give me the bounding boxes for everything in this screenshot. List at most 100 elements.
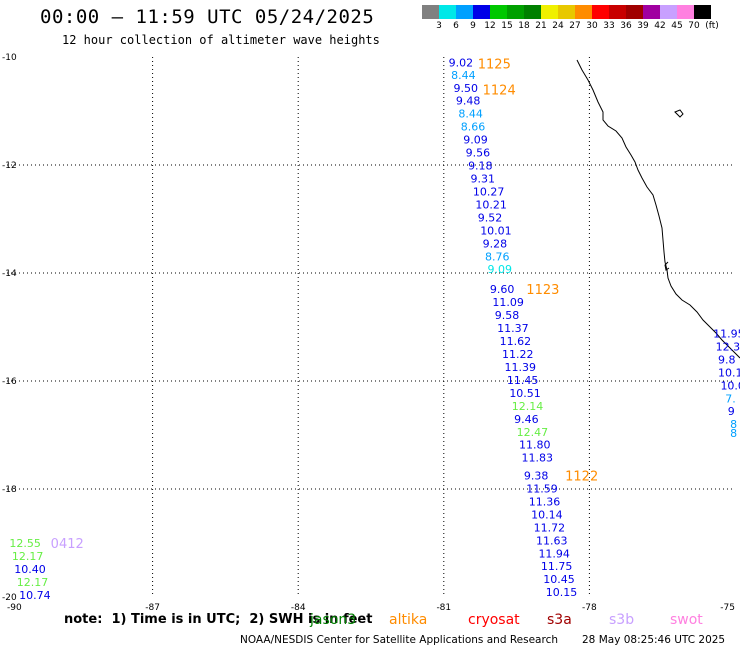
colorbar-swatch [456,5,473,19]
colorbar-label: 42 [654,21,666,31]
colorbar-label: 3 [436,21,442,31]
latitude-tick-label: -16 [2,377,17,387]
colorbar-swatch [575,5,592,19]
wave-height-value: 12.35 [716,340,740,353]
wave-height-value: 11.63 [536,534,568,547]
wave-height-value: 11.09 [492,296,524,309]
wave-height-value: 9.50 [454,82,479,95]
lobos-island [674,109,684,118]
colorbar-label: 30 [586,21,598,31]
wave-height-value: 11.80 [519,439,551,452]
latitude-tick-label: -12 [2,161,17,171]
wave-height-value: 8.76 [485,250,510,263]
satellite-legend-s3b: s3b [609,612,635,628]
wave-height-value: 10.1 [718,366,740,379]
south-america-coastline [576,59,740,359]
pass-id-label: 1124 [483,83,516,98]
map-note: note: 1) Time is in UTC; 2) SWH is in fe… [64,612,373,627]
wave-height-value: 12.14 [512,400,544,413]
wave-height-value: 11.59 [526,482,558,495]
colorbar-label: (ft) [705,21,719,31]
longitude-tick-label: -87 [145,603,160,613]
footer-credit: NOAA/NESDIS Center for Satellite Applica… [240,634,558,646]
longitude-tick-label: -78 [582,603,597,613]
wave-height-value: 11.83 [521,452,553,465]
satellite-legend-swot: swot [670,612,703,628]
wave-height-observations: 9.028.449.509.488.448.669.099.569.189.31… [9,56,740,601]
colorbar-swatch [422,5,439,19]
colorbar-label: 45 [671,21,683,31]
wave-height-value: 11.72 [534,521,566,534]
wave-height-value: 11.39 [504,361,536,374]
wave-height-value: 9.8 [718,353,736,366]
wave-height-value: 11.95 [713,327,740,340]
wave-height-value: 8.44 [451,69,476,82]
wave-height-value: 12.55 [9,537,41,550]
longitude-tick-label: -84 [291,603,306,613]
paracas-peninsula [664,261,670,271]
wave-height-value: 9.58 [495,309,520,322]
latitude-tick-label: -10 [2,53,17,63]
wave-height-value: 8 [730,427,737,440]
colorbar-label: 15 [501,21,513,31]
longitude-tick-label: -81 [436,603,451,613]
wave-height-value: 7. [725,392,736,405]
wave-height-value: 10.74 [19,589,50,602]
satellite-legend-cryosat: cryosat [468,612,520,628]
wave-height-value: 10.01 [480,224,512,237]
wave-height-value: 11.22 [502,348,534,361]
graticule-grid [7,57,735,597]
wave-height-value: 11.94 [538,547,570,560]
colorbar-swatch [660,5,677,19]
satellite-legend-altika: altika [389,612,428,628]
wave-height-value: 9.09 [487,263,512,276]
wave-height-value: 10.27 [473,185,505,198]
colorbar-label: 70 [688,21,700,31]
footer-timestamp: 28 May 08:25:46 UTC 2025 [582,634,726,646]
wave-height-value: 12.17 [17,576,48,589]
wave-height-value: 9.60 [490,283,515,296]
wave-height-value: 9.38 [524,470,549,483]
pass-id-label: 1122 [565,470,598,485]
longitude-tick-label: -75 [720,603,735,613]
pass-id-label: 1123 [526,283,559,298]
wave-height-value: 9.48 [456,95,481,108]
latitude-tick-label: -18 [2,485,17,495]
colorbar-swatch [643,5,660,19]
colorbar-swatch [524,5,541,19]
wave-height-value: 10.51 [509,387,541,400]
colorbar-label: 36 [620,21,632,31]
wave-height-value: 10.15 [546,586,578,599]
latitude-tick-label: -14 [2,269,17,279]
pass-id-label: 0412 [51,537,84,552]
colorbar-swatch [541,5,558,19]
wave-height-value: 9.31 [470,173,495,186]
colorbar-swatch [592,5,609,19]
satellite-legend-jason3: jason3 [310,612,357,628]
colorbar-label: 39 [637,21,649,31]
wave-height-value: 9.46 [514,413,539,426]
longitude-tick-label: -90 [7,603,22,613]
wave-height-value: 11.62 [500,335,532,348]
colorbar-swatch [490,5,507,19]
colorbar-swatch [439,5,456,19]
wave-height-value: 10.21 [475,198,507,211]
colorbar-label: 18 [518,21,530,31]
map-subtitle: 12 hour collection of altimeter wave hei… [62,33,380,47]
wave-height-value: 10.0 [720,379,740,392]
wave-height-value: 11.45 [507,374,538,387]
wave-height-value: 9.09 [463,134,488,147]
wave-height-value: 9.02 [449,56,474,69]
wave-height-value: 9.28 [483,237,508,250]
colorbar-label: 21 [535,21,547,31]
wave-height-value: 11.75 [541,560,573,573]
wave-height-value: 10.14 [531,508,563,521]
wave-height-value: 9.18 [468,160,493,173]
colorbar-label: 24 [552,21,564,31]
colorbar-label: 9 [470,21,476,31]
wave-height-value: 12.17 [12,550,44,563]
satellite-legend-s3a: s3a [547,612,572,628]
wave-height-value: 11.37 [497,322,528,335]
pass-id-label: 1125 [478,57,511,72]
